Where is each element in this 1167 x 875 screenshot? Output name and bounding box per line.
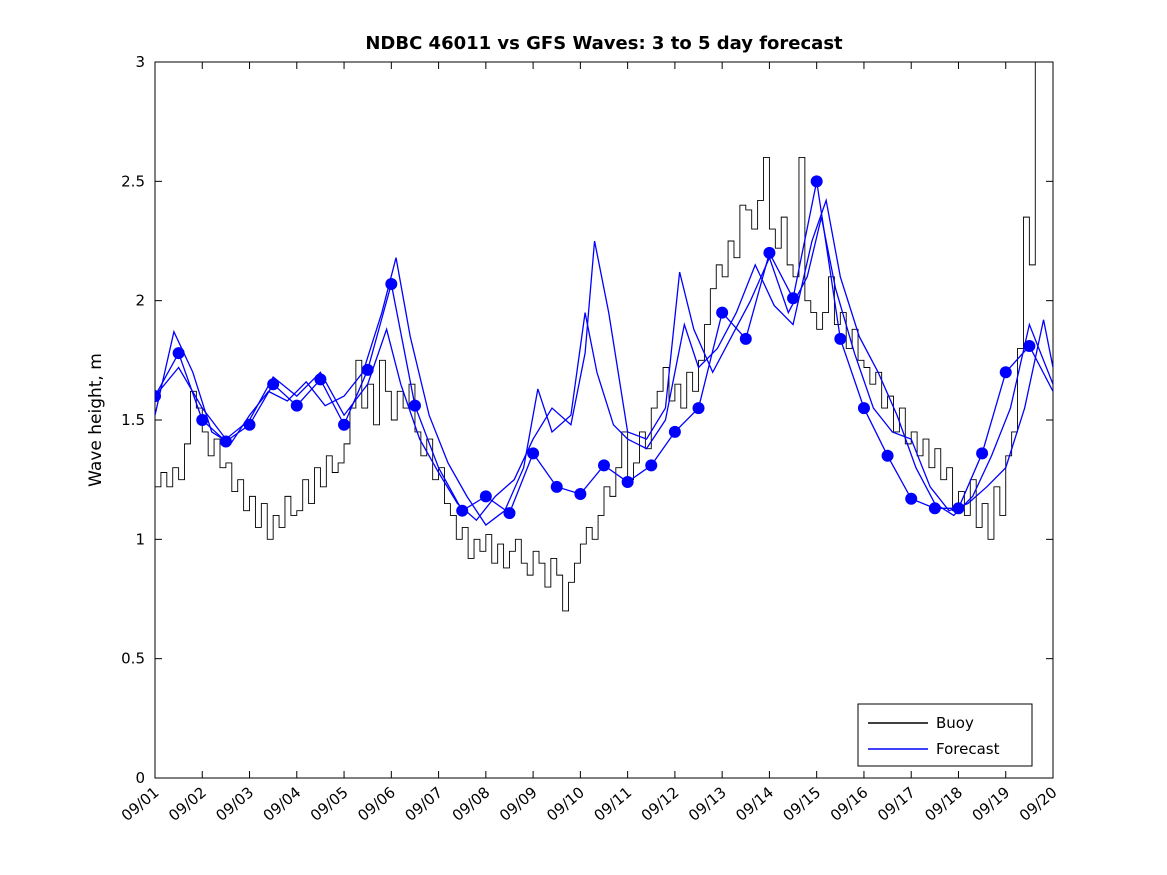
x-tick-label: 09/04 — [260, 783, 305, 825]
forecast-marker — [952, 502, 965, 515]
y-tick-label: 0.5 — [121, 650, 145, 668]
forecast-marker — [668, 425, 681, 438]
forecast-marker — [716, 306, 729, 319]
forecast-marker — [598, 459, 610, 472]
forecast-marker — [243, 418, 256, 431]
forecast-marker — [976, 447, 989, 460]
x-tick-label: 09/08 — [449, 783, 494, 825]
forecast-marker — [810, 175, 823, 188]
forecast-marker — [857, 402, 870, 415]
forecast-marker — [338, 418, 351, 431]
forecast-marker — [314, 373, 327, 386]
x-tick-label: 09/05 — [307, 783, 352, 825]
y-tick-label: 0 — [135, 769, 145, 787]
x-tick-label: 09/01 — [118, 783, 163, 825]
forecast-marker — [905, 492, 918, 505]
y-tick-label: 3 — [135, 53, 145, 71]
forecast-marker — [763, 246, 776, 259]
axes-box — [154, 61, 1054, 779]
x-tick-label: 09/03 — [212, 783, 257, 825]
forecast-marker — [834, 332, 847, 345]
forecast-marker — [928, 502, 941, 515]
forecast-marker — [527, 447, 540, 460]
forecast-marker — [999, 366, 1012, 379]
forecast-marker — [479, 490, 492, 503]
forecast-marker — [196, 414, 209, 426]
forecast-marker — [267, 378, 280, 391]
forecast-marker — [503, 507, 516, 520]
x-tick-label: 09/06 — [354, 783, 399, 825]
forecast-marker — [172, 347, 185, 360]
forecast-marker — [290, 399, 303, 412]
x-tick-label: 09/02 — [165, 783, 210, 825]
x-tick-label: 09/14 — [732, 783, 777, 825]
legend-label-buoy: Buoy — [936, 714, 974, 732]
legend-label-forecast: Forecast — [936, 740, 1000, 758]
forecast-marker — [456, 504, 469, 517]
forecast-marker — [739, 332, 752, 345]
forecast-marker — [621, 476, 634, 489]
x-tick-label: 09/19 — [969, 783, 1014, 825]
forecast-markers — [155, 175, 1036, 520]
forecast-marker — [408, 399, 421, 412]
x-tick-label: 09/10 — [543, 783, 588, 825]
forecast-marker — [219, 435, 232, 448]
forecast-marker — [787, 292, 800, 305]
legend-box — [857, 703, 1033, 767]
x-tick-label: 09/16 — [827, 783, 872, 825]
y-tick-label: 1.5 — [121, 411, 145, 429]
series-forecast-run-3 — [155, 216, 1053, 522]
x-tick-label: 09/11 — [591, 783, 636, 825]
x-tick-label: 09/17 — [874, 783, 919, 825]
forecast-marker — [385, 277, 398, 290]
series-forecast-run-2 — [155, 197, 1053, 526]
x-tick-label: 09/18 — [921, 783, 966, 825]
y-tick-label: 2.5 — [121, 172, 145, 190]
x-tick-label: 09/13 — [685, 783, 730, 825]
y-tick-label: 2 — [135, 292, 145, 310]
forecast-marker — [1023, 340, 1036, 353]
forecast-marker — [645, 459, 658, 472]
series-buoy — [155, 62, 1036, 612]
x-tick-label: 09/20 — [1016, 783, 1061, 825]
forecast-marker — [361, 363, 374, 376]
x-tick-label: 09/12 — [638, 783, 683, 825]
x-tick-label: 09/15 — [780, 783, 825, 825]
y-tick-label: 1 — [135, 530, 145, 548]
forecast-marker — [550, 480, 563, 493]
forecast-marker — [881, 449, 894, 462]
chart-title: NDBC 46011 vs GFS Waves: 3 to 5 day fore… — [365, 33, 843, 54]
x-tick-label: 09/07 — [401, 783, 446, 825]
forecast-marker — [692, 402, 705, 415]
x-tick-label: 09/09 — [496, 783, 541, 825]
plot-series — [155, 62, 1053, 612]
forecast-marker — [574, 487, 587, 500]
forecast-marker — [155, 390, 161, 403]
